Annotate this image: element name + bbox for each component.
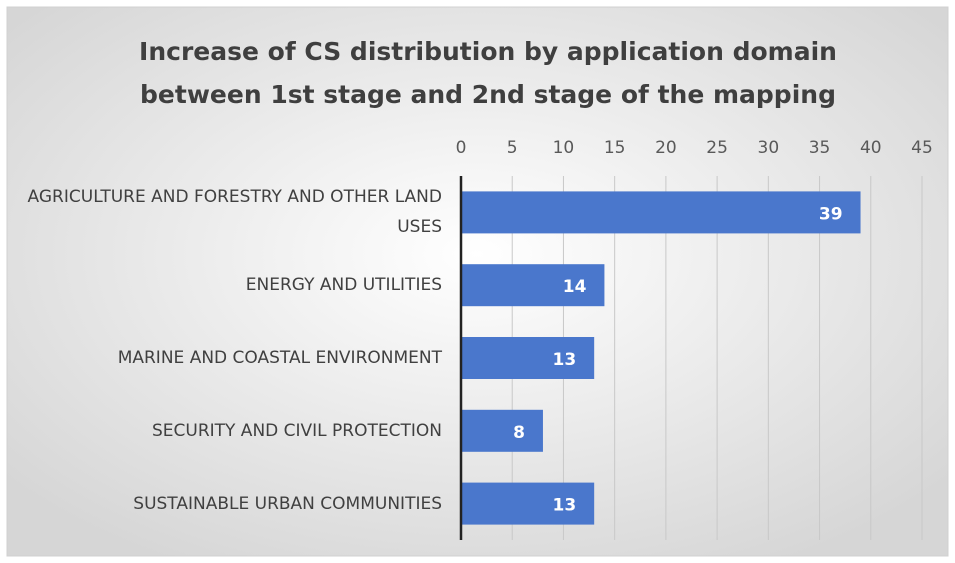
bar	[461, 337, 595, 379]
y-tick-label: AGRICULTURE AND FORESTRY AND OTHER LAND …	[27, 187, 442, 238]
chart-title: between 1st stage and 2nd stage of the m…	[140, 80, 836, 109]
bar	[461, 191, 861, 234]
bar	[461, 409, 543, 452]
data-label: 13	[553, 496, 577, 516]
bar	[461, 482, 595, 525]
x-tick-label: 40	[860, 138, 882, 158]
x-tick-label: 25	[706, 138, 728, 158]
y-tick-label: SUSTAINABLE URBAN COMMUNITIES	[133, 493, 442, 514]
x-tick-label: 5	[507, 138, 518, 158]
data-label: 39	[819, 204, 843, 224]
bar	[461, 264, 605, 307]
data-label: 14	[563, 277, 587, 297]
data-label: 13	[553, 350, 577, 370]
x-tick-label: 15	[604, 138, 626, 158]
x-tick-label: 45	[911, 138, 933, 158]
data-label: 8	[513, 423, 525, 443]
x-tick-label: 10	[553, 138, 575, 158]
x-tick-label: 35	[809, 138, 831, 158]
y-tick-label: ENERGY AND UTILITIES	[245, 275, 442, 296]
x-tick-label: 30	[758, 138, 780, 158]
chart-title: Increase of CS distribution by applicati…	[139, 37, 837, 66]
y-tick-label: SECURITY AND CIVIL PROTECTION	[151, 420, 442, 441]
x-tick-label: 20	[655, 138, 677, 158]
y-tick-label: MARINE AND COASTAL ENVIRONMENT	[117, 348, 442, 368]
x-tick-label: 0	[456, 138, 467, 158]
